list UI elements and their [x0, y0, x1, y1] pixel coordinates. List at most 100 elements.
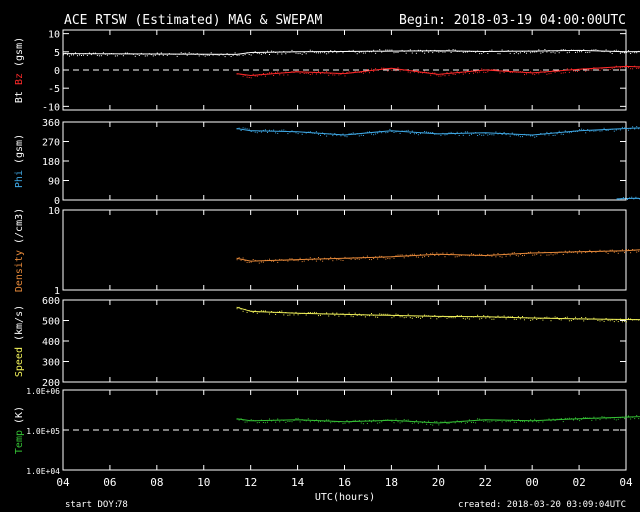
x-tick-label: 18 — [385, 476, 398, 489]
data-point — [287, 260, 289, 262]
data-point — [366, 131, 368, 133]
data-point — [401, 254, 403, 256]
data-point — [264, 129, 266, 131]
data-point — [499, 256, 501, 258]
data-point — [336, 73, 338, 75]
data-point — [530, 71, 532, 73]
data-point — [309, 421, 311, 423]
data-point — [613, 50, 615, 52]
data-point — [526, 420, 527, 422]
data-point — [485, 51, 487, 53]
data-point — [413, 50, 415, 52]
data-point — [624, 52, 625, 54]
data-point — [371, 68, 372, 70]
data-point — [524, 133, 525, 135]
data-point — [334, 50, 336, 52]
data-point — [346, 50, 348, 52]
data-point — [524, 51, 525, 53]
data-point — [544, 317, 546, 318]
data-point — [287, 51, 289, 53]
data-point — [413, 71, 415, 73]
data-point — [244, 127, 246, 129]
data-point — [554, 71, 556, 73]
data-point — [383, 257, 385, 259]
data-point — [546, 51, 548, 53]
data-point — [538, 251, 540, 253]
data-point — [267, 311, 268, 313]
data-point — [452, 252, 454, 254]
data-point — [389, 420, 391, 421]
data-point — [544, 419, 546, 421]
data-point — [311, 312, 313, 314]
data-point — [415, 70, 417, 72]
data-point — [281, 53, 283, 55]
data-point — [634, 249, 636, 251]
data-point — [615, 250, 617, 252]
data-point — [450, 253, 452, 255]
data-point — [291, 49, 293, 51]
data-point — [320, 73, 321, 75]
data-point — [320, 259, 321, 261]
data-point — [285, 421, 287, 423]
data-point — [522, 51, 523, 52]
data-point — [493, 51, 495, 52]
data-point — [507, 133, 509, 134]
data-point — [544, 72, 546, 73]
y-tick-label-speed: 200 — [42, 378, 60, 389]
y-axis-label-density: Density (/cm3) — [14, 208, 25, 292]
data-point — [501, 134, 503, 135]
data-point — [407, 129, 409, 131]
data-point — [575, 316, 576, 318]
data-point — [289, 72, 291, 73]
data-point — [597, 68, 599, 70]
data-point — [271, 420, 273, 422]
data-point — [269, 418, 270, 420]
data-point — [601, 250, 603, 252]
data-point — [387, 258, 389, 259]
data-point — [399, 316, 401, 318]
data-point — [593, 67, 595, 69]
data-point — [566, 52, 568, 54]
y-axis-label-part: Speed — [14, 347, 25, 377]
data-point — [468, 134, 470, 136]
data-point — [369, 131, 370, 133]
data-point — [517, 53, 519, 55]
data-point — [511, 316, 513, 318]
data-point — [440, 75, 442, 77]
data-point — [354, 312, 356, 314]
data-point — [305, 132, 307, 134]
data-point — [556, 133, 558, 135]
data-point — [330, 73, 332, 75]
data-point — [497, 133, 499, 135]
data-point — [389, 68, 391, 70]
data-point — [450, 131, 452, 133]
data-point — [342, 423, 344, 425]
data-point — [399, 254, 401, 256]
data-point — [275, 259, 277, 261]
data-point — [485, 420, 487, 422]
data-point — [252, 259, 254, 260]
data-point — [570, 68, 572, 70]
data-point — [519, 318, 521, 320]
y-tick-label-temp: 1.0E+06 — [26, 387, 60, 396]
data-point — [277, 132, 279, 134]
data-point — [581, 317, 583, 318]
data-point — [487, 254, 489, 256]
data-point — [481, 53, 483, 55]
data-point — [350, 72, 352, 74]
data-point — [579, 420, 581, 422]
data-point — [473, 132, 474, 134]
data-point — [322, 71, 324, 73]
y-axis-label-part: (gsm) — [14, 37, 25, 73]
data-point — [579, 129, 581, 131]
data-point — [269, 313, 270, 315]
y-axis-label-part: Bt — [14, 91, 25, 103]
data-point — [309, 49, 311, 51]
data-point — [132, 53, 134, 55]
data-point — [509, 72, 511, 73]
data-point — [305, 314, 307, 316]
data-point — [536, 421, 538, 423]
data-point — [275, 132, 277, 134]
data-point — [350, 133, 352, 135]
